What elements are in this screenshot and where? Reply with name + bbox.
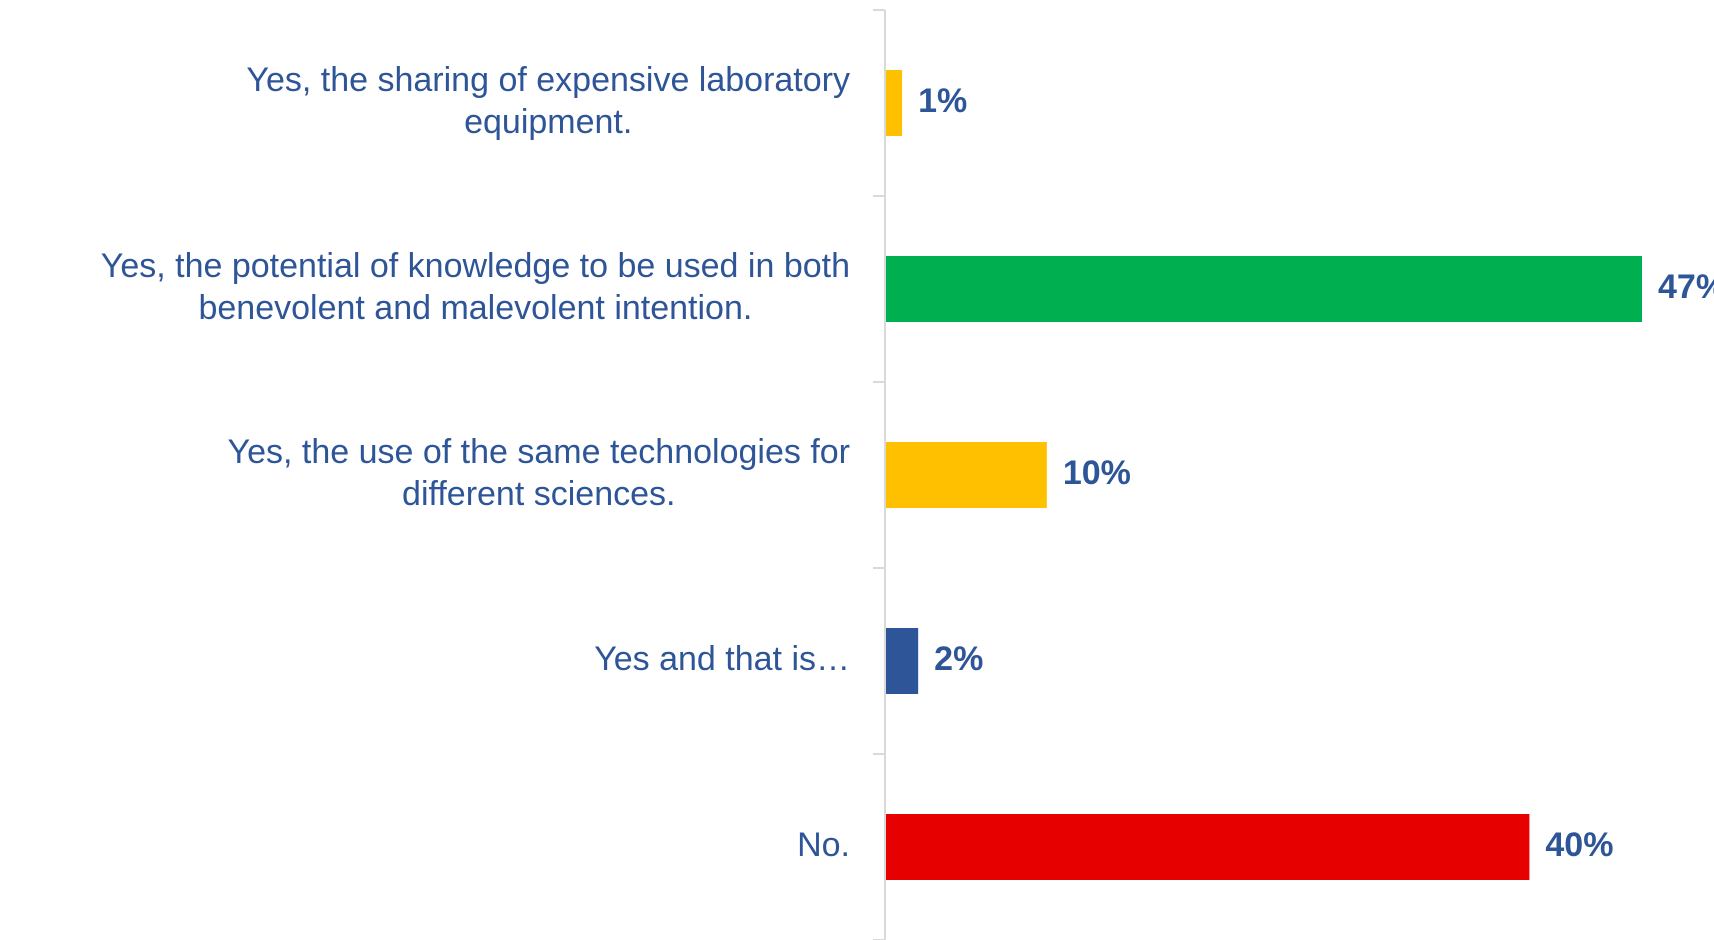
category-label: No. [797,826,850,864]
axis-layer [873,9,886,940]
category-label-line: Yes, the sharing of expensive laboratory [246,61,850,99]
bar [886,628,919,694]
category-label-line: Yes, the use of the same technologies fo… [228,433,850,471]
bar [886,814,1530,880]
bar [886,442,1047,508]
labels-layer: 1% Yes, the sharing of expensive laborato… [101,61,1714,864]
category-label: Yes, the potential of knowledge to be us… [101,247,850,327]
category-label-line: different sciences. [402,475,675,513]
data-label: 47% [1658,268,1714,306]
bar [886,70,903,136]
category-label-line: benevolent and malevolent intention. [198,289,752,327]
data-label: 1% [918,82,967,120]
data-label: 40% [1545,826,1613,864]
category-label: Yes, the sharing of expensive laboratory… [246,61,850,141]
bar [886,256,1642,322]
data-label: 10% [1063,454,1131,492]
category-label-line: Yes, the potential of knowledge to be us… [101,247,850,285]
category-label: Yes, the use of the same technologies fo… [228,433,850,513]
category-label-line: No. [797,826,850,864]
category-label: Yes and that is… [594,640,850,678]
category-label-line: Yes and that is… [594,640,850,678]
category-label-line: equipment. [464,103,632,141]
data-label: 2% [934,640,983,678]
bars-layer [886,70,1642,880]
